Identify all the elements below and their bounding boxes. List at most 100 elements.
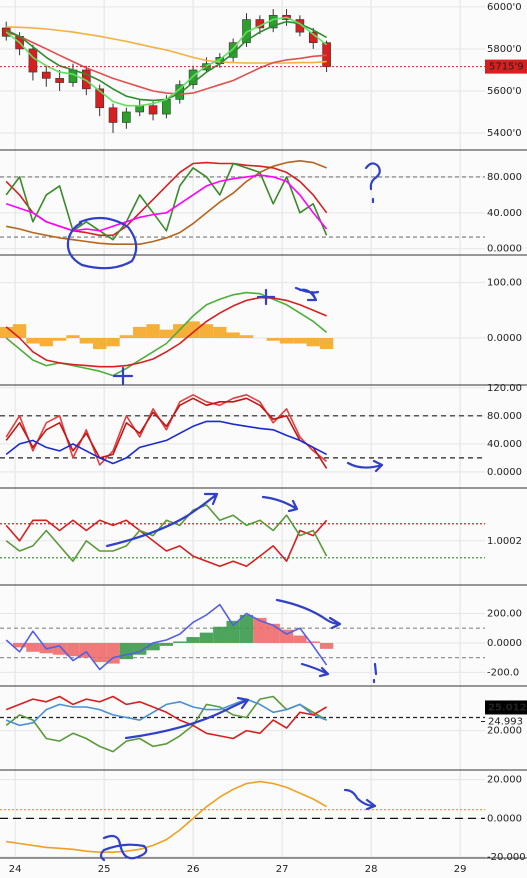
series-line (5, 698, 327, 727)
annotation-question (364, 162, 381, 204)
histogram-bar (293, 337, 307, 344)
y-tick-label: 1.0002 (487, 536, 522, 547)
series-line (5, 420, 327, 465)
candle-body (322, 42, 331, 67)
histogram-bar (12, 324, 27, 338)
histogram-bar (279, 337, 294, 344)
last-value-box (485, 59, 527, 74)
candle-body (162, 99, 171, 115)
value-marker-label: 24.993 (488, 717, 523, 728)
y-tick-label: 5400'0 (487, 128, 522, 139)
series-line (5, 394, 328, 466)
panel: -200.0 0.0000 200.00 (0, 603, 527, 687)
annotation-arrow (261, 495, 299, 513)
histogram-bar (12, 642, 27, 648)
series-line (5, 31, 327, 95)
histogram-bar (106, 642, 120, 664)
histogram-bar (106, 337, 120, 347)
annotation-arrow (105, 492, 219, 548)
y-tick-label: 80.000 (487, 411, 522, 422)
value-marker-label: 25.012 (488, 702, 527, 713)
annotation-arrow (300, 662, 330, 678)
histogram-bar (159, 642, 174, 646)
y-tick-label: 120.00 (487, 383, 522, 394)
last-value-label: 5715'9 (489, 62, 524, 73)
y-tick-label: -200.0 (487, 667, 519, 678)
annotation-cross (112, 366, 134, 386)
series-line (5, 695, 328, 740)
series-line (5, 504, 328, 562)
candle-body (41, 71, 51, 79)
histogram-bar (26, 642, 40, 652)
y-tick-label: 0.0000 (487, 638, 522, 649)
panel: 20.000 25.012 24.993 (0, 695, 527, 771)
histogram-bar (253, 617, 267, 643)
histogram-bar (213, 326, 227, 338)
annotation-question (372, 662, 378, 684)
x-tick-label: 24 (9, 864, 22, 875)
panel: 0.0000 40.000 80.000 (0, 160, 527, 256)
histogram-bar (39, 337, 53, 347)
histogram-bar (319, 337, 334, 350)
x-tick-label: 28 (365, 864, 378, 875)
histogram-bar (266, 337, 280, 341)
histogram-bar (239, 335, 254, 338)
histogram-bar (79, 337, 93, 344)
histogram-bar (0, 326, 13, 338)
y-tick-label: 20.000 (487, 726, 522, 737)
y-tick-label: 6000'0 (487, 2, 522, 13)
candle-body (148, 105, 158, 115)
series-line (6, 160, 327, 245)
y-tick-label: 0.0000 (487, 333, 522, 344)
histogram-bar (146, 324, 160, 338)
series-line (5, 603, 328, 671)
annotation-arrow (275, 598, 342, 630)
y-tick-label: 200.00 (487, 608, 522, 619)
panel: 0.0000 40.000 80.000 120.00 (0, 383, 527, 489)
y-tick-label: 100.00 (487, 278, 522, 289)
y-tick-label: 40.000 (487, 208, 522, 219)
annotation-arrow (346, 459, 384, 473)
panel: 0.0000 100.00 (0, 278, 527, 386)
candle-body (122, 111, 131, 123)
histogram-bar (226, 332, 240, 338)
histogram-bar (306, 641, 320, 643)
annotation-arrow (343, 788, 377, 811)
histogram-bar (92, 337, 107, 350)
annotation-cross (256, 288, 276, 306)
series-line (5, 162, 328, 241)
annotations (66, 162, 384, 862)
annotation-arrow (294, 286, 320, 302)
histogram-bar (199, 324, 214, 338)
histogram-bar (239, 614, 254, 643)
histogram-bar (159, 329, 174, 338)
histogram-bar (213, 626, 227, 643)
histogram-bar (146, 642, 160, 651)
y-tick-label: 0.0000 (487, 467, 522, 478)
series-line (5, 174, 328, 232)
histogram-bar (266, 623, 280, 643)
series-line (5, 397, 328, 469)
y-tick-label: 5800'0 (487, 44, 522, 55)
y-tick-label: 0.0000 (487, 813, 522, 824)
histogram-bar (199, 632, 214, 643)
x-tick-label: 29 (454, 864, 467, 875)
x-tick-label: 26 (187, 864, 200, 875)
y-tick-label: 40.000 (487, 439, 522, 450)
candle-body (55, 78, 64, 83)
panel: 5400'0 5600'0 5800'0 6000'0 5715'9 (0, 2, 527, 151)
value-marker-box (485, 700, 527, 715)
histogram-bar (66, 335, 80, 338)
candle-body (95, 88, 104, 109)
annotation-arrow (124, 696, 250, 740)
histogram-bar (26, 337, 40, 344)
series-line (6, 780, 327, 853)
y-tick-label: 80.000 (487, 172, 522, 183)
candle-body (135, 105, 145, 113)
histogram-bar (92, 642, 107, 663)
x-tick-label: 27 (276, 864, 289, 875)
histogram-bar (186, 321, 200, 338)
